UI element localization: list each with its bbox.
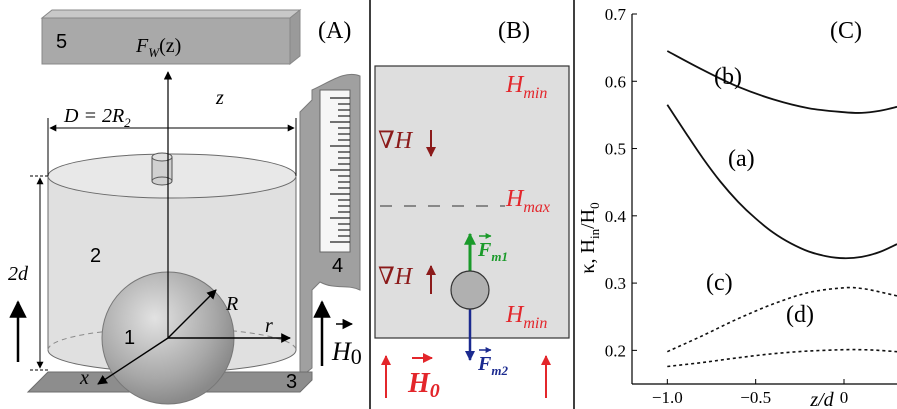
series-c-line <box>666 286 897 353</box>
r-label: r <box>265 315 273 337</box>
series-d-line <box>667 348 897 368</box>
curve-label-b: (b) <box>714 64 742 90</box>
panel-b-label: (B) <box>498 18 530 44</box>
sensor-number: 5 <box>56 31 67 53</box>
panel-c-label: (C) <box>830 18 862 44</box>
x-tick-label: −0.5 <box>740 388 771 407</box>
series-b-line <box>666 50 897 114</box>
curve-label-c: (c) <box>706 270 733 296</box>
y-tick-label: 0.2 <box>605 341 626 360</box>
y-tick-label: 0.6 <box>605 72 626 91</box>
height-label: 2d <box>8 263 29 285</box>
particle <box>450 270 490 310</box>
panel-a: 5 4 3 <box>8 8 362 405</box>
chart-series <box>666 50 897 368</box>
y-tick-label: 0.4 <box>605 207 627 226</box>
hmin-bottom: Hmin <box>505 302 547 332</box>
field-label-b: H0 <box>407 368 440 402</box>
x-axis-label: z/d <box>809 389 834 409</box>
scale-ticks <box>330 97 350 243</box>
base-number: 3 <box>286 371 297 393</box>
ball-number: 1 <box>124 327 135 349</box>
panel-c: 0.2 0.3 0.4 0.5 0.6 0.7 −1.0 −0.5 0 z/d κ, Hin/H… <box>577 5 897 409</box>
force-fm1-label: Fm1 <box>477 239 508 264</box>
gradient-lower: ∇H <box>378 264 414 290</box>
field-label-a: H0 <box>331 337 362 369</box>
y-tick-label: 0.7 <box>605 5 627 24</box>
curve-label-a: (a) <box>728 146 755 172</box>
x-tick-label: −1.0 <box>652 388 683 407</box>
hmin-top: Hmin <box>505 72 547 102</box>
y-tick-label: 0.5 <box>605 140 626 159</box>
series-a-line <box>666 104 897 260</box>
x-label: x <box>79 367 89 389</box>
radius-line <box>167 289 217 339</box>
force-label: FW(z) <box>135 35 181 60</box>
force-fm2-label: Fm2 <box>477 353 508 378</box>
x-tick-label: 0 <box>840 388 849 407</box>
gradient-upper: ∇H <box>378 128 414 154</box>
force-sensor-box <box>40 8 302 66</box>
chart-axes <box>631 14 897 385</box>
y-axis-label: κ, Hin/H0 <box>577 202 602 273</box>
chart-ticks: 0.2 0.3 0.4 0.5 0.6 0.7 −1.0 −0.5 0 <box>605 5 849 407</box>
radius-label: R <box>225 293 238 315</box>
curve-label-d: (d) <box>786 302 814 328</box>
stage-number: 4 <box>332 255 343 277</box>
stage-with-scale <box>299 74 361 377</box>
z-label: z <box>215 87 224 109</box>
fluid-number: 2 <box>90 245 101 267</box>
x-axis <box>97 337 169 385</box>
diameter-label: D = 2R2 <box>63 105 131 130</box>
y-tick-label: 0.3 <box>605 274 626 293</box>
panel-b: Hmin Hmax Hmin ∇H ∇H Fm1 Fm2 H0 (B) <box>374 18 570 402</box>
hmax-label: Hmax <box>505 186 550 216</box>
panel-a-label: (A) <box>318 18 351 44</box>
